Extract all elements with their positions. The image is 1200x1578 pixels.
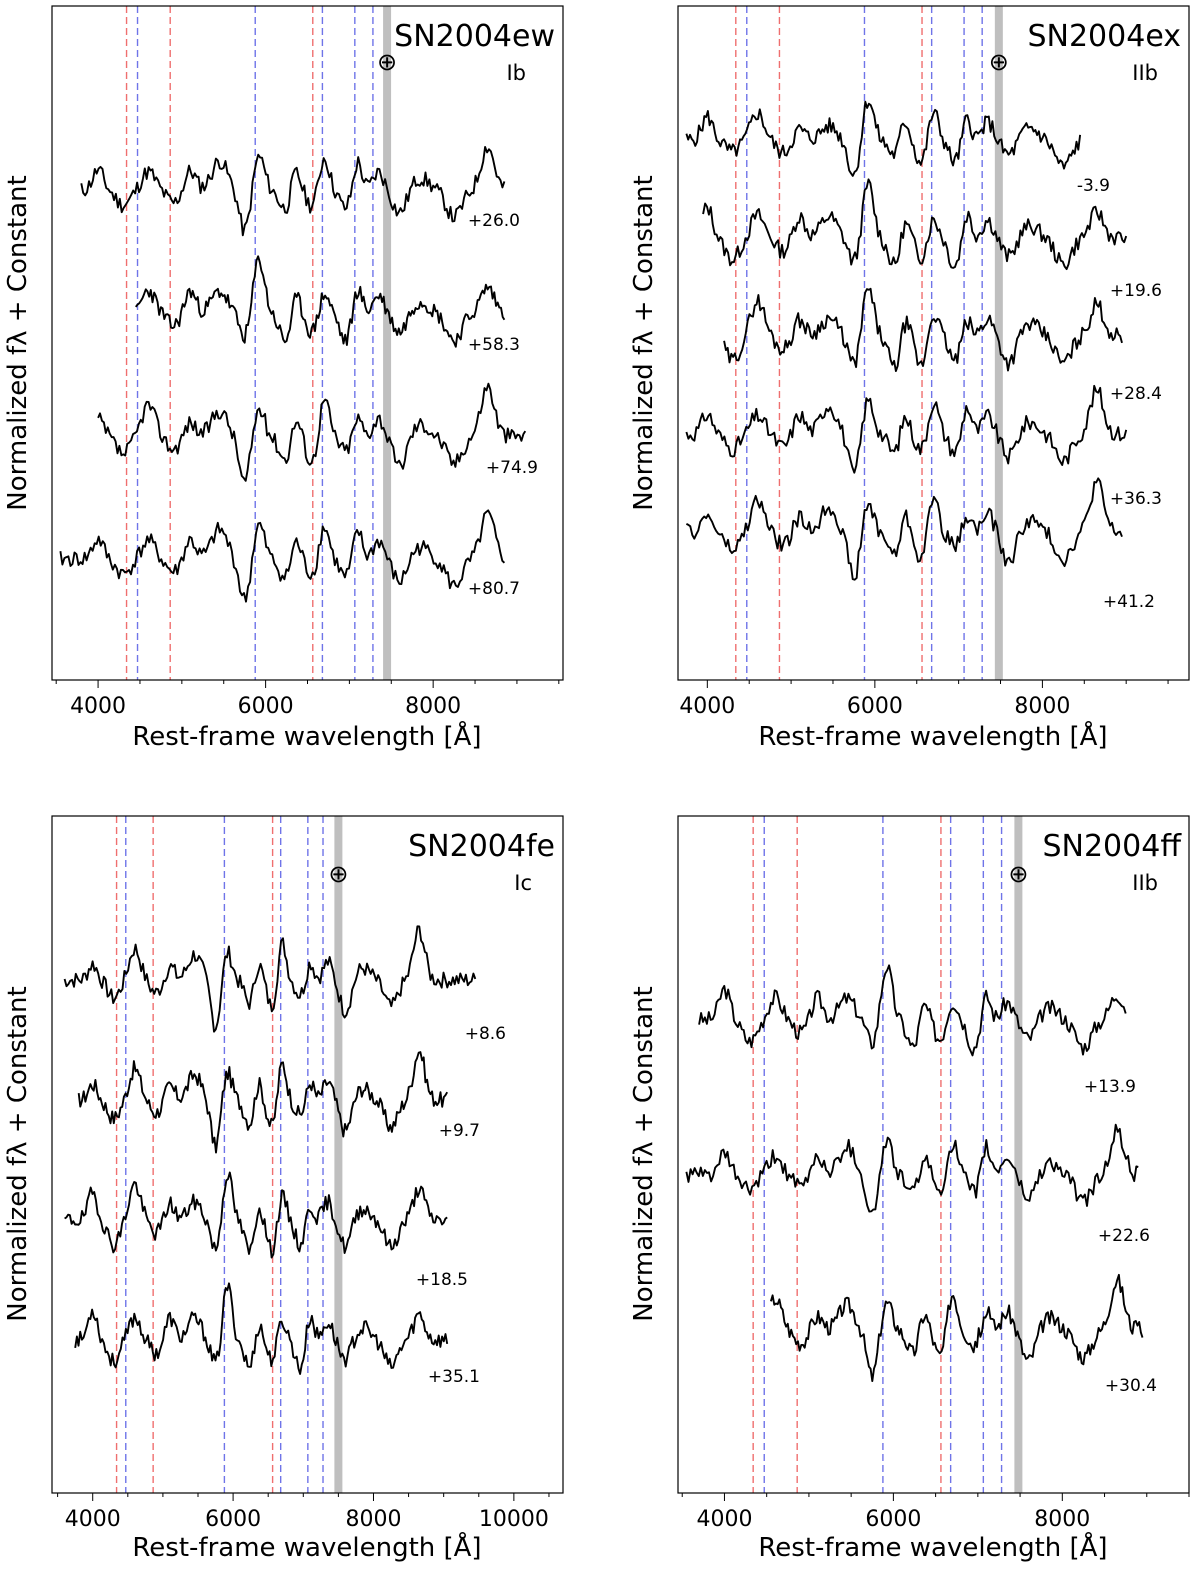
panel-title: SN2004ex (1027, 19, 1181, 54)
axes-frame (677, 815, 1190, 1494)
spectra: +8.6 +9.7 +18.5 +35.1 (63, 925, 506, 1387)
spectrum-line (685, 1123, 1139, 1213)
telluric-earth-icon: ⊕ (1008, 860, 1028, 888)
spectrum-epoch-label: +36.3 (1110, 489, 1162, 509)
spectrum-line (698, 964, 1127, 1057)
spectrum-epoch-label: +9.7 (439, 1121, 480, 1141)
y-axis-label: Normalized fλ + Constant (3, 175, 33, 510)
x-tick-label: 8000 (1014, 694, 1070, 719)
line-markers (115, 816, 343, 1493)
line-markers (752, 816, 1023, 1493)
panel-title: SN2004ff (1042, 829, 1182, 864)
telluric-earth-icon: ⊕ (377, 48, 397, 76)
x-ticks: 4000 6000 8000 (679, 680, 1169, 719)
spectrum-line (769, 1273, 1144, 1383)
panel-sn2004ex: -3.9 +19.6 +28.4 +36.3 +41.2 4000 6000 8000 SN… (629, 5, 1190, 752)
x-axis-label: Rest-frame wavelength [Å] (132, 720, 481, 752)
spectrum-epoch-label: -3.9 (1077, 176, 1110, 196)
sn-type-label: Ib (506, 61, 526, 85)
x-tick-label: 6000 (238, 694, 294, 719)
panel-sn2004ff: +13.9 +22.6 +30.4 4000 6000 8000 SN2004ff II… (629, 815, 1190, 1563)
spectrum-line (74, 1282, 449, 1375)
spectrum-epoch-label: +19.6 (1110, 281, 1162, 301)
y-axis-label: Normalized fλ + Constant (3, 986, 33, 1321)
spectrum-epoch-label: +22.6 (1098, 1226, 1150, 1246)
spectrum-line (80, 145, 506, 237)
x-tick-label: 4000 (65, 1507, 121, 1532)
spectrum-epoch-label: +74.9 (486, 458, 538, 478)
x-ticks: 4000 6000 8000 10000 (57, 1493, 550, 1532)
x-tick-label: 8000 (405, 694, 461, 719)
spectrum-line (63, 925, 477, 1033)
x-tick-label: 6000 (865, 1507, 921, 1532)
spectrum-line (64, 1171, 448, 1259)
spectrum-epoch-label: +18.5 (416, 1270, 468, 1290)
spectrum-line (59, 509, 506, 603)
x-axis-label: Rest-frame wavelength [Å] (132, 1531, 481, 1563)
spectrum-line (685, 477, 1123, 581)
x-axis-label: Rest-frame wavelength [Å] (758, 1531, 1107, 1563)
panel-title: SN2004fe (408, 829, 555, 864)
panel-sn2004ew: +26.0 +58.3 +74.9 +80.7 4000 6000 8000 SN2004… (3, 5, 564, 752)
y-axis-label: Normalized fλ + Constant (629, 175, 659, 510)
x-ticks: 4000 6000 8000 (55, 680, 560, 719)
x-tick-label: 4000 (70, 694, 126, 719)
spectrum-line (723, 287, 1123, 373)
axes-frame (677, 5, 1190, 681)
spectrum-epoch-label: +58.3 (468, 335, 520, 355)
spectra: +26.0 +58.3 +74.9 +80.7 (59, 145, 538, 603)
x-ticks: 4000 6000 8000 (681, 1493, 1190, 1532)
x-tick-label: 10000 (479, 1507, 549, 1532)
telluric-band (334, 816, 343, 1493)
spectrum-line (77, 1051, 449, 1154)
sn-type-label: IIb (1132, 61, 1158, 85)
spectrum-line (97, 382, 527, 482)
spectrum-epoch-label: +13.9 (1084, 1077, 1136, 1097)
x-tick-label: 8000 (345, 1507, 401, 1532)
x-tick-label: 8000 (1034, 1507, 1090, 1532)
spectrum-epoch-label: +35.1 (428, 1367, 480, 1387)
spectrum-epoch-label: +30.4 (1105, 1376, 1157, 1396)
spectrum-epoch-label: +28.4 (1110, 384, 1162, 404)
axes-frame (51, 815, 564, 1494)
spectrum-line (685, 100, 1082, 177)
spectrum-epoch-label: +80.7 (468, 579, 520, 599)
spectrum-line (135, 255, 506, 348)
spectra: +13.9 +22.6 +30.4 (685, 964, 1157, 1396)
x-tick-label: 6000 (847, 694, 903, 719)
spectrum-epoch-label: +41.2 (1103, 592, 1155, 612)
x-tick-label: 4000 (679, 694, 735, 719)
telluric-band (383, 6, 392, 680)
panel-title: SN2004ew (394, 19, 555, 54)
x-tick-label: 6000 (205, 1507, 261, 1532)
x-tick-label: 4000 (696, 1507, 752, 1532)
spectrum-epoch-label: +8.6 (465, 1024, 506, 1044)
telluric-earth-icon: ⊕ (989, 48, 1009, 76)
spectra: -3.9 +19.6 +28.4 +36.3 +41.2 (685, 100, 1162, 612)
panel-sn2004fe: +8.6 +9.7 +18.5 +35.1 4000 6000 8000 10000 SN2… (3, 815, 564, 1563)
spectrum-line (702, 178, 1128, 271)
line-markers (125, 6, 392, 680)
spectrum-epoch-label: +26.0 (468, 211, 520, 231)
sn-type-label: IIb (1132, 871, 1158, 895)
x-axis-label: Rest-frame wavelength [Å] (758, 720, 1107, 752)
sn-type-label: Ic (514, 871, 532, 895)
telluric-band (1014, 816, 1023, 1493)
spectrum-line (685, 384, 1128, 474)
y-axis-label: Normalized fλ + Constant (629, 986, 659, 1321)
telluric-earth-icon: ⊕ (328, 860, 348, 888)
